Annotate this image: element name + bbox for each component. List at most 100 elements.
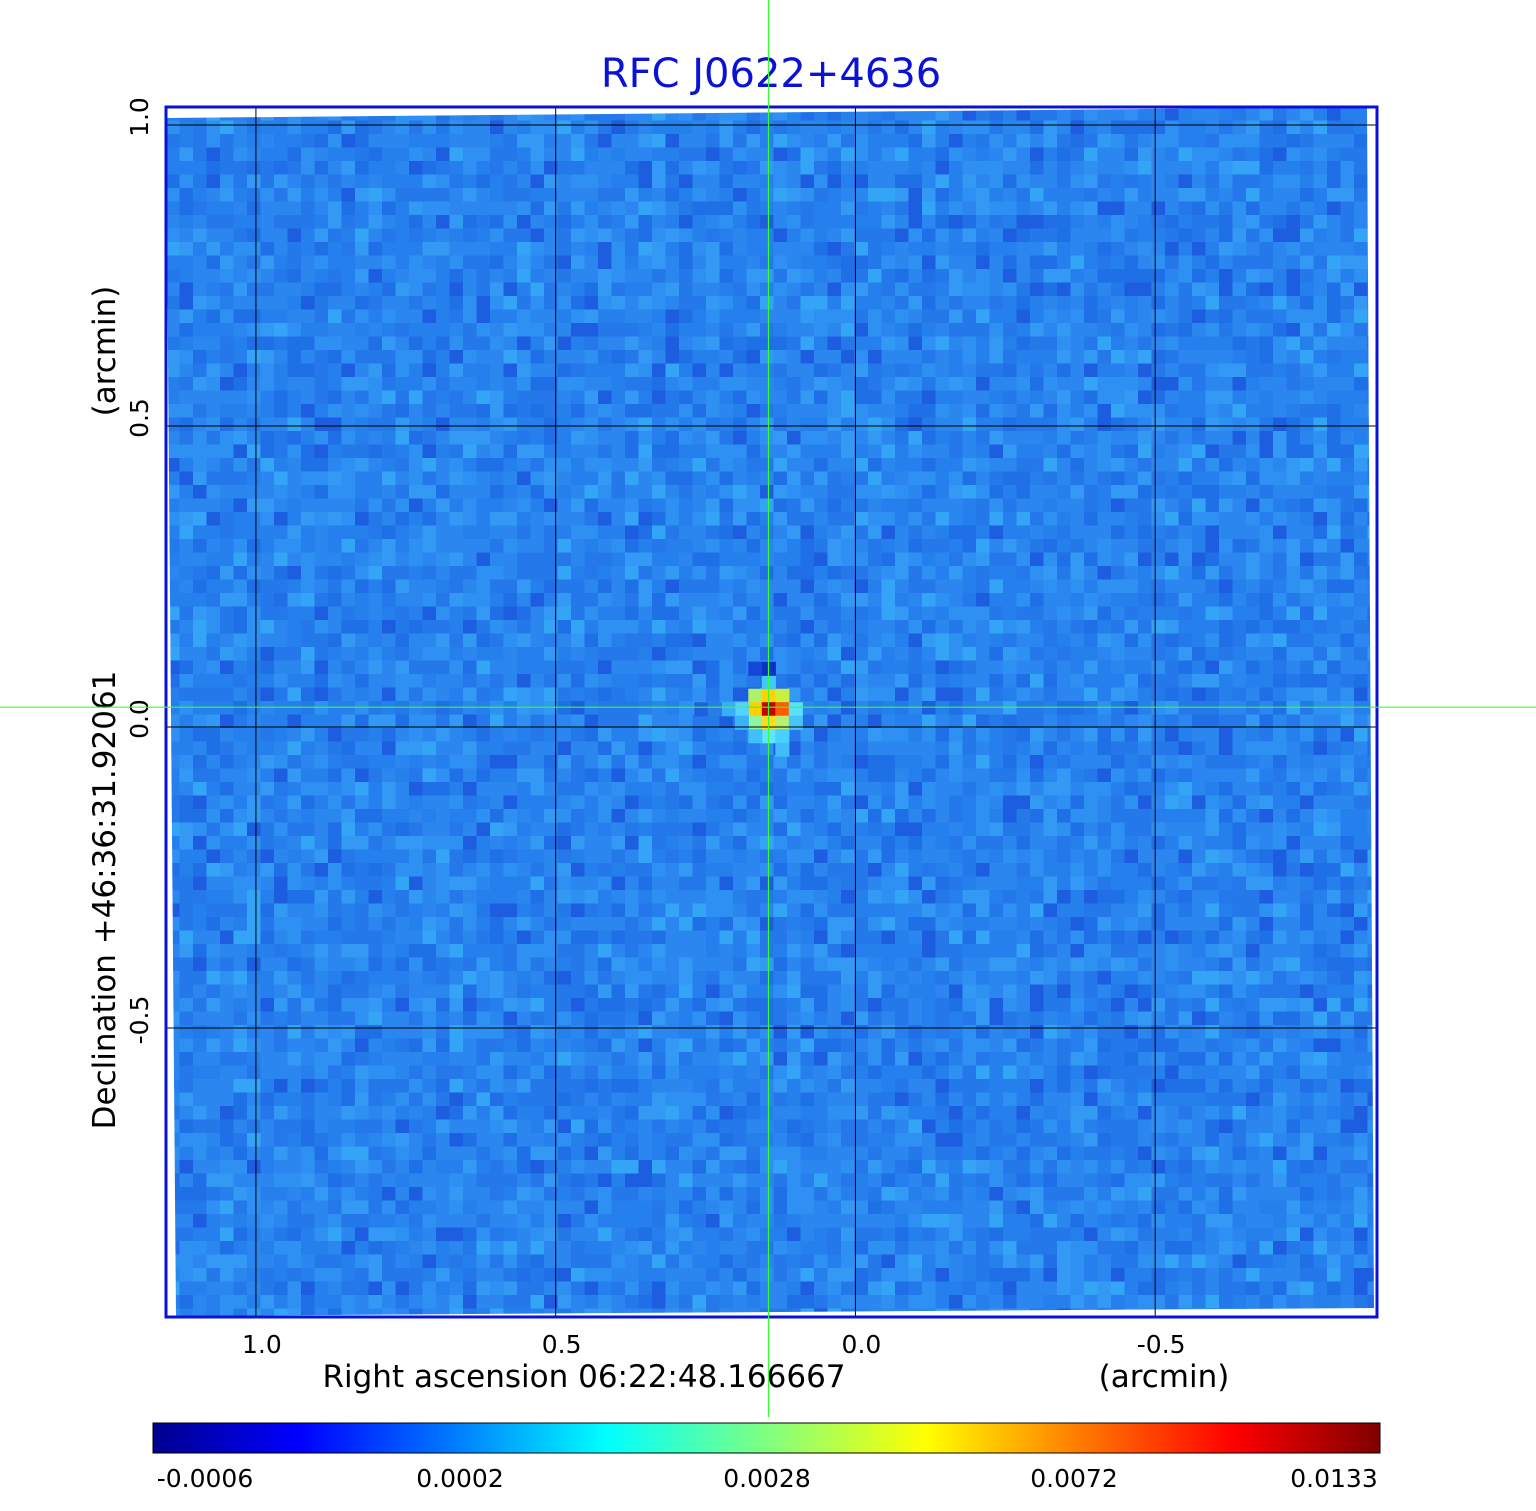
noise-pixel xyxy=(1205,782,1220,797)
noise-pixel xyxy=(530,309,545,324)
noise-pixel xyxy=(611,660,626,675)
noise-pixel xyxy=(355,255,370,270)
noise-pixel xyxy=(1030,566,1045,581)
noise-pixel xyxy=(1232,836,1247,851)
noise-pixel xyxy=(1219,147,1234,162)
noise-pixel xyxy=(1178,323,1193,338)
noise-pixel xyxy=(368,269,383,284)
noise-pixel xyxy=(422,390,437,405)
noise-pixel xyxy=(719,390,734,405)
noise-pixel xyxy=(652,606,667,621)
noise-pixel xyxy=(328,525,343,540)
noise-pixel xyxy=(800,566,815,581)
noise-pixel xyxy=(881,269,896,284)
noise-pixel xyxy=(463,660,478,675)
noise-pixel xyxy=(1219,120,1234,135)
noise-pixel xyxy=(706,782,721,797)
noise-pixel xyxy=(611,336,626,351)
noise-pixel xyxy=(530,471,545,486)
noise-pixel xyxy=(760,512,775,527)
noise-pixel xyxy=(517,188,532,203)
noise-pixel xyxy=(1003,282,1018,297)
noise-pixel xyxy=(1124,809,1139,824)
noise-pixel xyxy=(1205,539,1220,554)
noise-pixel xyxy=(1070,822,1085,837)
noise-pixel xyxy=(1057,606,1072,621)
noise-pixel xyxy=(814,512,829,527)
noise-pixel xyxy=(449,714,464,729)
noise-pixel xyxy=(706,309,721,324)
noise-pixel xyxy=(989,350,1004,365)
noise-pixel xyxy=(706,755,721,770)
noise-pixel xyxy=(1340,660,1355,675)
noise-pixel xyxy=(1232,822,1247,837)
noise-pixel xyxy=(1340,809,1355,824)
noise-pixel xyxy=(544,269,559,284)
noise-pixel xyxy=(1286,836,1301,851)
noise-pixel xyxy=(557,620,572,635)
noise-pixel xyxy=(787,782,802,797)
noise-pixel xyxy=(530,147,545,162)
noise-pixel xyxy=(1084,431,1099,446)
noise-pixel xyxy=(638,147,653,162)
noise-pixel xyxy=(449,741,464,756)
noise-pixel xyxy=(665,296,680,311)
noise-pixel xyxy=(976,512,991,527)
noise-pixel xyxy=(544,552,559,567)
noise-pixel xyxy=(463,795,478,810)
noise-pixel xyxy=(1057,417,1072,432)
noise-pixel xyxy=(341,552,356,567)
noise-pixel xyxy=(733,485,748,500)
noise-pixel xyxy=(368,255,383,270)
noise-pixel xyxy=(638,188,653,203)
noise-pixel xyxy=(746,120,761,135)
noise-pixel xyxy=(1192,377,1207,392)
noise-pixel xyxy=(463,701,478,716)
noise-pixel xyxy=(530,782,545,797)
noise-pixel xyxy=(557,714,572,729)
noise-pixel xyxy=(193,404,208,419)
noise-pixel xyxy=(962,620,977,635)
noise-pixel xyxy=(1327,255,1342,270)
noise-pixel xyxy=(841,674,856,689)
noise-pixel xyxy=(733,566,748,581)
noise-pixel xyxy=(287,741,302,756)
noise-pixel xyxy=(341,660,356,675)
noise-pixel xyxy=(854,282,869,297)
noise-pixel xyxy=(476,255,491,270)
noise-pixel xyxy=(949,147,964,162)
noise-pixel xyxy=(166,215,181,230)
noise-pixel xyxy=(476,161,491,176)
noise-pixel xyxy=(395,269,410,284)
noise-pixel xyxy=(247,620,262,635)
noise-pixel xyxy=(1178,255,1193,270)
noise-pixel xyxy=(1300,161,1315,176)
noise-pixel xyxy=(517,687,532,702)
noise-pixel xyxy=(827,188,842,203)
noise-pixel xyxy=(260,755,275,770)
noise-pixel xyxy=(436,539,451,554)
noise-pixel xyxy=(908,525,923,540)
noise-pixel xyxy=(1205,309,1220,324)
noise-pixel xyxy=(436,512,451,527)
noise-pixel xyxy=(382,336,397,351)
noise-pixel xyxy=(422,606,437,621)
noise-pixel xyxy=(179,417,194,432)
noise-pixel xyxy=(625,255,640,270)
noise-pixel xyxy=(179,485,194,500)
noise-pixel xyxy=(1205,120,1220,135)
noise-pixel xyxy=(584,566,599,581)
noise-pixel xyxy=(1205,768,1220,783)
noise-pixel xyxy=(422,728,437,743)
noise-pixel xyxy=(422,849,437,864)
noise-pixel xyxy=(935,161,950,176)
noise-pixel xyxy=(1286,350,1301,365)
noise-pixel xyxy=(1178,701,1193,716)
noise-pixel xyxy=(1003,336,1018,351)
noise-pixel xyxy=(1057,822,1072,837)
noise-pixel xyxy=(1273,836,1288,851)
noise-pixel xyxy=(881,120,896,135)
noise-pixel xyxy=(247,417,262,432)
noise-pixel xyxy=(1354,107,1369,122)
noise-pixel xyxy=(760,417,775,432)
